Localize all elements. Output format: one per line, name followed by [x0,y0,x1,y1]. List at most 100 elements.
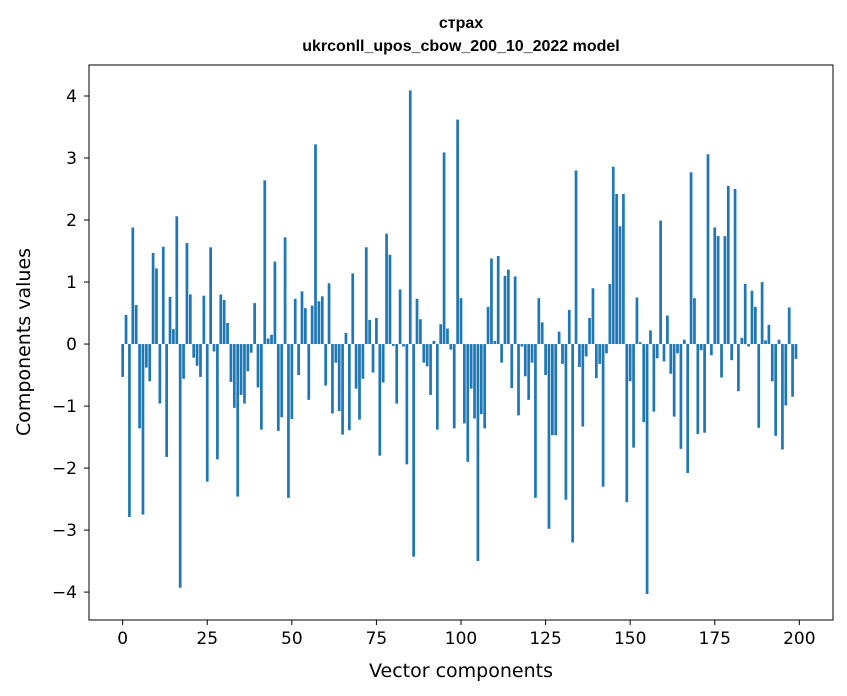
bar-component-65 [341,344,344,435]
bar-component-87 [415,298,419,345]
bar-component-49 [287,344,290,498]
bar-component-6 [141,344,145,515]
x-tick-label: 0 [117,629,128,649]
bar-component-173 [706,154,710,345]
bar-component-183 [740,337,744,345]
bar-component-2 [128,344,131,518]
bar-component-3 [131,227,135,345]
bar-component-163 [672,344,676,417]
bar-component-125 [544,344,547,376]
x-tick-label: 75 [366,629,388,649]
bar-component-72 [364,247,368,345]
bar-component-113 [503,275,507,345]
bar-component-77 [381,344,385,383]
bar-component-83 [402,344,405,347]
bar-component-133 [571,344,575,543]
bar-component-116 [513,276,517,345]
y-tick-label: 1 [66,273,77,293]
bar-component-172 [703,344,706,433]
bar-component-89 [422,344,426,363]
bar-component-88 [419,319,422,345]
bar-component-0 [121,344,125,377]
bar-component-47 [280,344,284,418]
bar-component-80 [391,344,395,346]
bar-component-185 [747,344,750,347]
bar-component-165 [679,344,683,449]
bar-component-10 [155,268,158,345]
bar-component-164 [676,344,679,354]
bar-component-14 [168,296,172,345]
bar-component-95 [442,152,446,345]
bar-component-112 [500,344,503,363]
bar-component-134 [574,170,578,345]
bar-component-158 [655,344,659,359]
bar-component-75 [375,318,378,345]
bar-component-13 [165,344,168,457]
bar-component-159 [659,220,662,345]
bar-component-145 [611,166,615,345]
bar-component-162 [669,344,673,374]
bar-component-144 [608,283,612,345]
x-tick-label: 125 [529,629,561,649]
bar-component-179 [726,185,730,345]
bar-component-121 [530,344,534,363]
bar-component-167 [686,344,690,474]
bar-component-85 [408,90,412,345]
bar-component-41 [260,344,263,430]
bar-component-31 [226,322,229,345]
bar-component-51 [293,298,297,345]
bar-component-197 [787,307,791,345]
bar-component-101 [463,344,466,424]
y-tick-label: 3 [66,149,77,169]
bar-component-5 [138,344,141,429]
bar-component-117 [517,344,520,416]
y-tick-label: −3 [52,521,77,541]
bar-component-1 [124,314,128,345]
bar-component-96 [446,328,449,345]
bar-component-44 [270,334,273,345]
bar-component-23 [199,344,202,377]
bar-component-189 [760,282,764,345]
bar-component-16 [175,216,179,345]
bar-component-106 [479,344,483,415]
y-tick-label: −2 [52,459,77,479]
bar-component-73 [368,319,372,345]
bar-component-139 [591,288,595,345]
bar-component-160 [662,344,666,362]
bar-component-103 [469,344,473,389]
bar-component-191 [767,324,771,345]
bar-component-70 [358,344,361,420]
bar-component-104 [473,344,476,419]
bar-component-15 [172,329,175,345]
bar-component-178 [723,236,727,345]
bar-component-71 [361,344,365,379]
bar-component-50 [290,344,294,420]
bar-component-82 [398,289,402,345]
bar-component-137 [584,344,588,357]
bar-component-46 [276,344,280,431]
y-axis-label: Components values [13,248,35,436]
bar-component-45 [273,261,277,345]
bar-component-122 [534,344,537,498]
bar-component-128 [554,344,558,436]
x-tick-label: 50 [281,629,303,649]
bar-component-187 [754,306,757,345]
bar-component-136 [581,344,585,427]
y-axis-ticks: −4 −3 −2 −1 0 1 2 3 4 [52,87,89,603]
bar-component-176 [716,236,720,345]
bar-component-140 [594,344,598,379]
bar-component-131 [564,344,568,500]
bar-component-74 [371,344,375,373]
bar-component-93 [435,344,439,430]
bar-component-22 [195,344,199,366]
bar-component-188 [757,344,761,428]
bar-component-26 [209,247,212,345]
bar-component-115 [510,344,514,389]
bar-component-11 [158,344,162,404]
bar-component-98 [452,344,456,429]
bar-component-124 [540,322,544,345]
bars-group [121,90,798,594]
bar-component-25 [205,344,209,482]
bar-component-17 [178,344,182,588]
bar-component-9 [151,252,155,345]
